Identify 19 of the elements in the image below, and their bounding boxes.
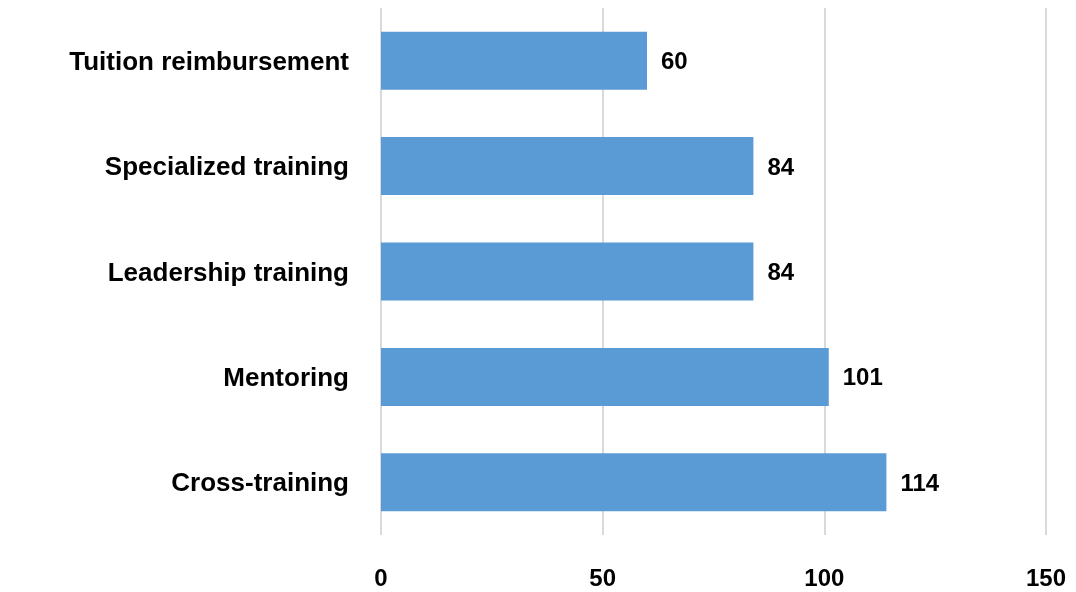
data-label: 114 — [900, 468, 940, 496]
y-tick-label: Mentoring — [223, 361, 349, 392]
y-tick-label: Tuition reimbursement — [69, 45, 350, 76]
x-tick-label: 50 — [589, 563, 617, 591]
y-tick-label: Leadership training — [107, 256, 349, 287]
data-label: 60 — [661, 47, 688, 75]
x-tick-label: 100 — [804, 563, 845, 591]
bar — [381, 31, 647, 90]
bar — [381, 453, 887, 512]
bar — [381, 242, 754, 301]
y-tick-label: Cross-training — [171, 467, 349, 498]
data-label: 101 — [842, 363, 883, 391]
x-tick-label: 0 — [374, 563, 388, 591]
bar — [381, 347, 829, 406]
bar — [381, 137, 754, 196]
data-label: 84 — [767, 258, 795, 285]
data-label: 84 — [767, 152, 795, 180]
y-tick-label: Specialized training — [104, 151, 349, 182]
x-tick-label: 150 — [1025, 563, 1067, 591]
